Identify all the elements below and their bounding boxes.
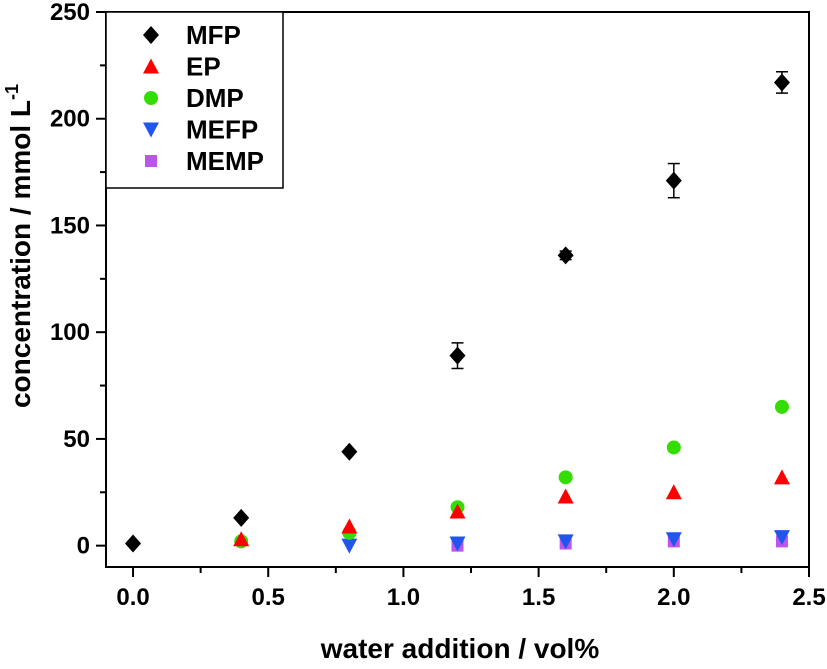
point-mfp bbox=[125, 534, 142, 553]
legend-label-dmp: DMP bbox=[186, 83, 244, 113]
point-mefp bbox=[341, 538, 358, 554]
x-tick-label: 1.0 bbox=[387, 584, 420, 611]
point-mfp bbox=[665, 171, 682, 190]
error-bars bbox=[451, 71, 788, 370]
data-points bbox=[125, 73, 790, 554]
plot-border bbox=[105, 11, 810, 568]
point-dmp bbox=[774, 399, 789, 414]
x-tick-label: 1.5 bbox=[522, 584, 555, 611]
x-tick-label: 0.5 bbox=[252, 584, 285, 611]
y-tick-label: 100 bbox=[50, 319, 90, 346]
y-tick-label: 200 bbox=[50, 106, 90, 133]
series-mfp bbox=[125, 73, 790, 553]
legend-marker-memp bbox=[145, 155, 157, 167]
y-axis-title-main: concentration / mmol L bbox=[5, 100, 36, 408]
series-mefp bbox=[341, 530, 790, 554]
y-tick-label: 0 bbox=[77, 533, 90, 560]
legend-marker-mfp bbox=[143, 26, 159, 44]
y-tick-label: 150 bbox=[50, 212, 90, 239]
point-mfp bbox=[233, 508, 250, 527]
legend-box bbox=[105, 11, 284, 189]
x-tick-label: 0.0 bbox=[116, 584, 149, 611]
y-axis-title-superscript: -1 bbox=[2, 84, 22, 100]
legend-marker-mefp bbox=[143, 122, 159, 138]
series-ep bbox=[233, 469, 790, 547]
point-ep bbox=[665, 484, 682, 500]
point-mfp bbox=[773, 73, 790, 92]
legend-label-memp: MEMP bbox=[186, 146, 264, 176]
point-dmp bbox=[558, 470, 573, 485]
point-ep bbox=[557, 488, 574, 504]
point-mfp bbox=[449, 346, 466, 365]
series-memp bbox=[451, 535, 788, 552]
x-tick-label: 2.0 bbox=[657, 584, 690, 611]
series-dmp bbox=[234, 399, 789, 549]
point-dmp bbox=[666, 440, 681, 455]
axis-ticks: 0.0 0.5 1.0 1.5 2.0 2.5 0 50 100 150 200 250 bbox=[50, 0, 826, 611]
point-ep bbox=[449, 503, 466, 519]
x-axis-title: water addition / vol% bbox=[320, 633, 600, 664]
y-axis-title: concentration / mmol L-1 bbox=[2, 84, 36, 408]
point-mfp bbox=[341, 442, 358, 461]
point-ep bbox=[341, 518, 358, 534]
legend-label-mefp: MEFP bbox=[186, 115, 258, 145]
point-ep bbox=[233, 531, 250, 547]
point-mefp bbox=[773, 530, 790, 546]
point-mfp bbox=[557, 246, 574, 265]
point-mefp bbox=[557, 534, 574, 550]
point-ep bbox=[773, 469, 790, 485]
point-mefp bbox=[449, 536, 466, 552]
x-tick-label: 2.5 bbox=[792, 584, 825, 611]
legend-label-mfp: MFP bbox=[186, 20, 241, 50]
y-tick-label: 50 bbox=[63, 426, 90, 453]
plot-frame bbox=[105, 11, 810, 568]
legend-marker-ep bbox=[143, 58, 159, 74]
point-mefp bbox=[665, 532, 682, 548]
y-tick-label: 250 bbox=[50, 0, 90, 26]
legend-marker-dmp bbox=[144, 91, 158, 105]
legend-label-ep: EP bbox=[186, 52, 221, 82]
